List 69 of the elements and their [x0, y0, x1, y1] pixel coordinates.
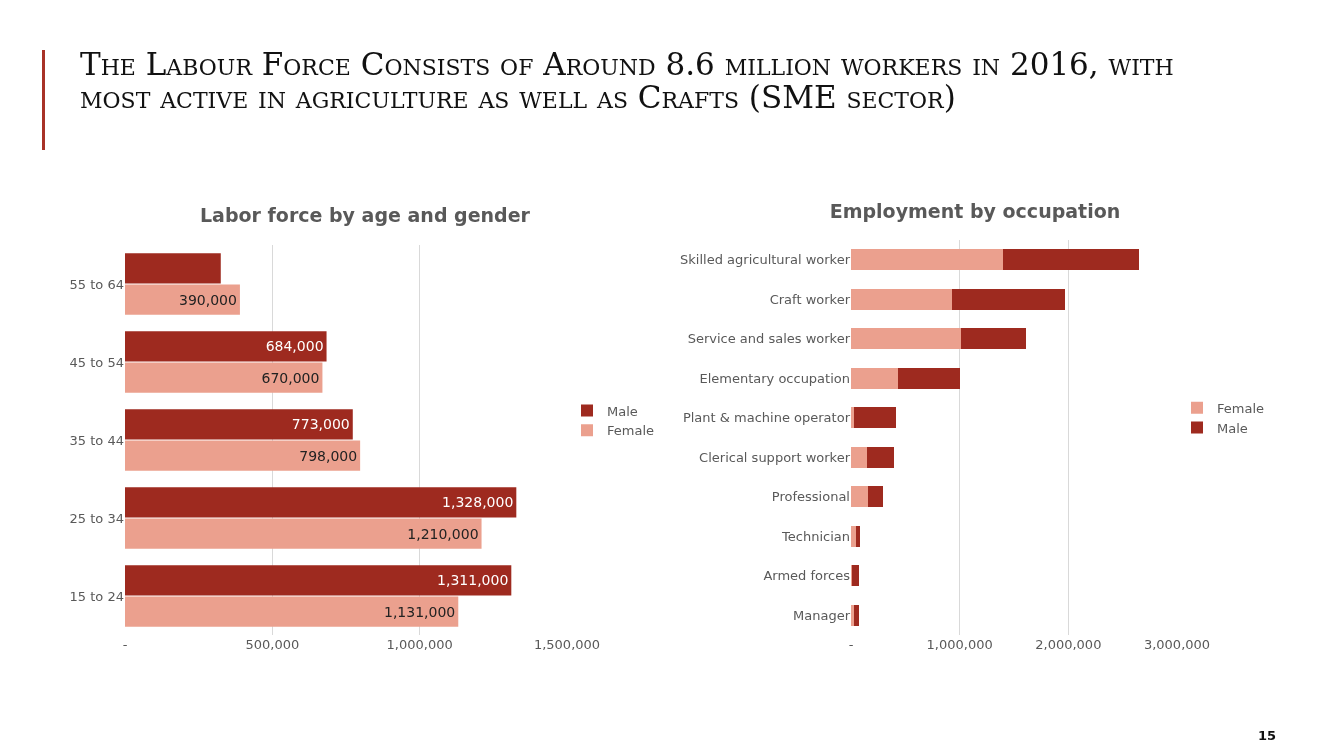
bar: [1003, 249, 1139, 271]
y-tick-label: Craft worker: [769, 291, 851, 307]
bar: [854, 604, 859, 626]
text: 15: [1257, 728, 1276, 743]
y-tick-label: 45 to 54: [69, 354, 124, 370]
x-tick-label: -: [122, 637, 128, 652]
y-tick-label: Technician: [781, 528, 850, 544]
text: The Labour Force Consists of Around 8.6 million workers in 2016, with most active in agriculture as well as Crafts (SME sector): [80, 46, 1175, 115]
bar: [952, 288, 1066, 310]
bar: [851, 446, 868, 468]
y-tick-label: Professional: [771, 489, 850, 505]
x-tick-label: 1,500,000: [533, 637, 601, 652]
x-tick-label: -: [848, 637, 854, 652]
bar: [856, 525, 860, 547]
y-tick-label: Elementary occupation: [699, 370, 850, 386]
bar: [851, 367, 898, 389]
data-label: 1,131,000: [384, 603, 456, 620]
x-tick-label: 1,000,000: [926, 637, 993, 652]
bar: [125, 253, 221, 284]
bar: [125, 518, 482, 549]
bar: [851, 249, 1004, 271]
data-label: 684,000: [265, 338, 324, 355]
y-tick-label: Service and sales worker: [687, 331, 851, 347]
legend-label: Female: [1217, 400, 1265, 416]
chart-title: Labor force by age and gender: [200, 204, 531, 227]
bar: [851, 328, 961, 350]
data-label: 670,000: [261, 369, 320, 386]
bar: [851, 525, 857, 547]
bar: [852, 565, 859, 587]
y-tick-label: Plant & machine operator: [682, 410, 851, 426]
data-label: 798,000: [299, 447, 358, 464]
bar: [897, 367, 960, 389]
bar: [851, 604, 855, 626]
bar: [125, 596, 459, 627]
bar: [125, 331, 327, 362]
data-label: 1,311,000: [437, 572, 509, 589]
y-tick-label: Manager: [793, 607, 851, 623]
legend-label: Male: [607, 403, 638, 419]
x-tick-label: 500,000: [245, 637, 300, 652]
y-tick-label: Clerical support worker: [699, 449, 851, 465]
bar: [125, 487, 517, 518]
bar: [851, 288, 953, 310]
legend-label: Female: [607, 423, 655, 439]
bar: [854, 407, 896, 429]
data-label: 1,210,000: [407, 525, 479, 542]
bar: [125, 440, 361, 471]
data-label: 1,328,000: [442, 494, 514, 511]
data-label: 390,000: [179, 291, 237, 308]
y-tick-label: 35 to 44: [69, 432, 124, 448]
bar: [960, 328, 1026, 350]
x-tick-label: 1,000,000: [386, 637, 453, 652]
chart-title: Employment by occupation: [829, 199, 1121, 222]
x-tick-label: 2,000,000: [1035, 637, 1102, 652]
y-tick-label: Skilled agricultural worker: [680, 252, 851, 268]
y-tick-label: Armed forces: [763, 568, 851, 584]
bar: [851, 407, 855, 429]
bar: [867, 446, 895, 468]
bar: [125, 362, 323, 393]
y-tick-label: 55 to 64: [69, 276, 124, 292]
bar: [851, 486, 869, 508]
bar: [125, 409, 353, 440]
bar: [868, 486, 883, 508]
legend-label: Male: [1217, 420, 1248, 436]
bar: [125, 284, 240, 315]
y-tick-label: 15 to 24: [69, 588, 124, 604]
x-tick-label: 3,000,000: [1143, 637, 1211, 652]
bar: [125, 565, 512, 596]
data-label: 773,000: [291, 416, 350, 433]
y-tick-label: 25 to 34: [69, 510, 124, 526]
